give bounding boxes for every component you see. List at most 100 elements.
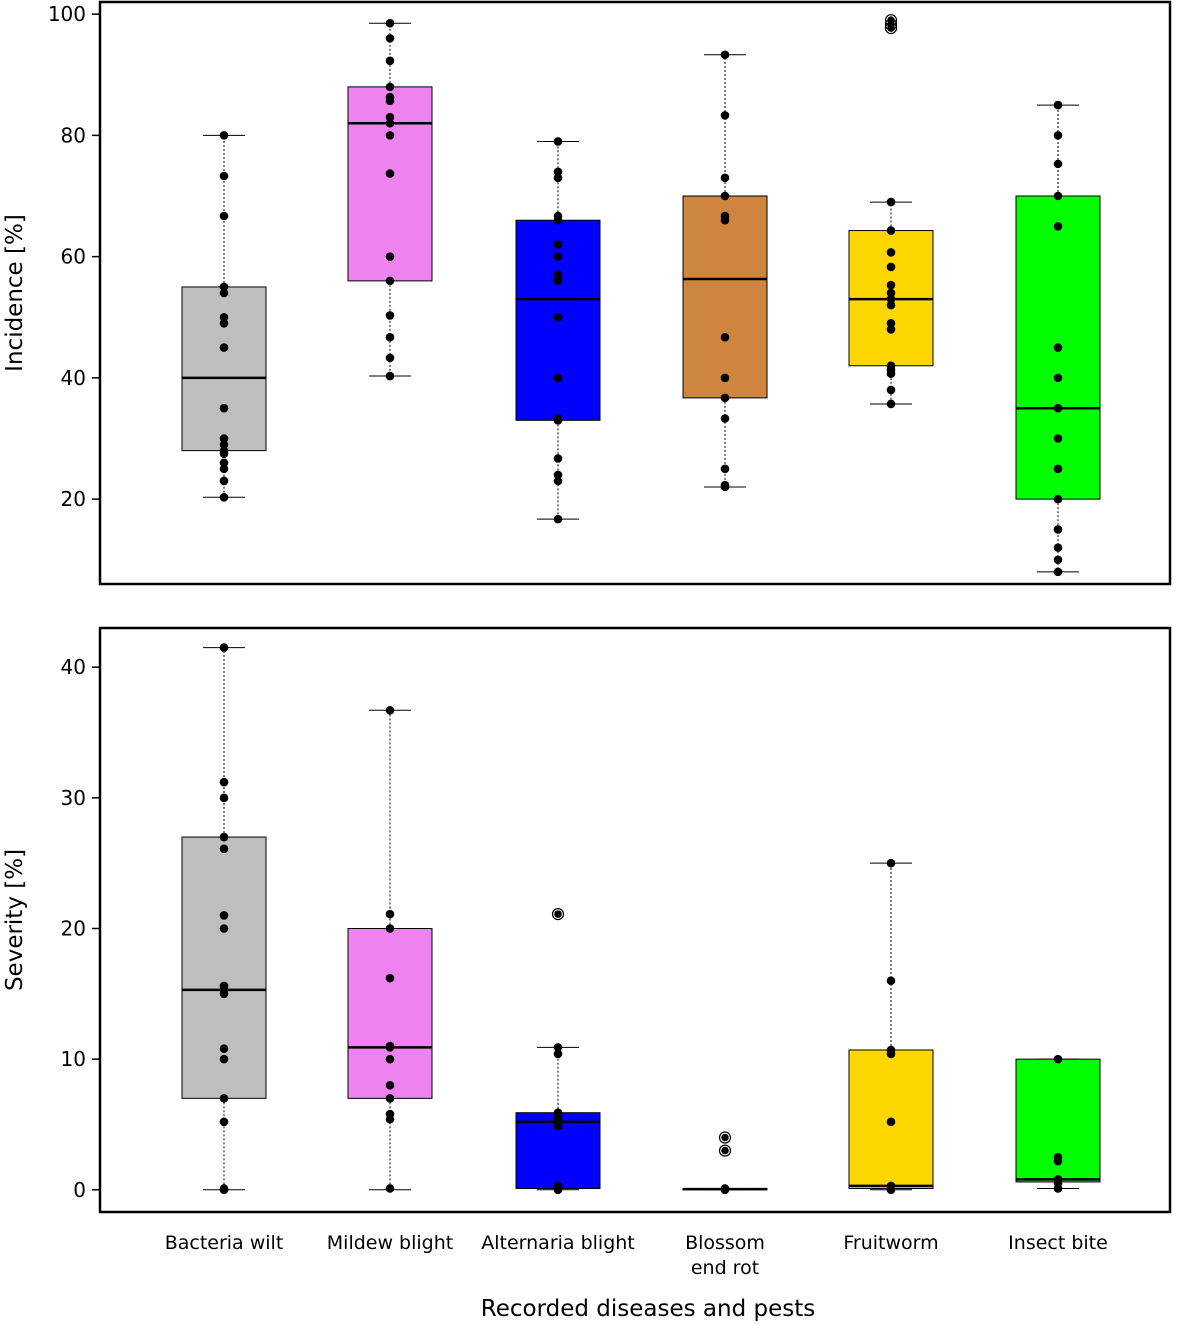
data-point: [553, 276, 563, 286]
data-point: [219, 1185, 229, 1195]
data-point: [553, 454, 563, 463]
category-label: Mildew blight: [327, 1232, 453, 1254]
box-group: [181, 131, 267, 502]
data-point: [886, 248, 896, 257]
y-tick-label: 10: [61, 1047, 86, 1071]
data-point: [219, 832, 229, 842]
data-point: [553, 514, 563, 524]
box: [181, 836, 267, 1099]
data-point: [553, 173, 563, 183]
data-point: [219, 211, 229, 221]
data-point: [553, 1121, 563, 1131]
data-point: [886, 197, 896, 207]
incidence-panel: 20 40 60 80 100 Incidence [%]: [2, 0, 1172, 586]
box-group: [515, 908, 601, 1195]
box-group: [682, 1131, 768, 1195]
data-point: [720, 1185, 730, 1195]
data-point: [1053, 373, 1063, 383]
box-group: [848, 14, 934, 409]
data-point: [1053, 343, 1063, 352]
data-point: [553, 470, 563, 480]
outlier-point: [721, 1146, 729, 1155]
outlier-point: [721, 1133, 729, 1142]
category-label-line2: end rot: [691, 1257, 759, 1279]
box: [347, 927, 433, 1099]
data-point: [1053, 567, 1063, 577]
data-point: [886, 858, 896, 868]
data-point: [219, 1094, 229, 1103]
y-axis-title: Incidence [%]: [2, 214, 28, 372]
data-point: [385, 311, 395, 320]
data-point: [886, 280, 896, 290]
y-tick-label: 40: [61, 366, 86, 390]
data-point: [385, 353, 395, 363]
data-point: [886, 1049, 896, 1059]
box-group: [181, 643, 267, 1195]
data-point: [886, 976, 896, 986]
data-point: [1053, 525, 1063, 534]
y-tick-label: 100: [48, 2, 86, 26]
data-point: [553, 1185, 563, 1195]
data-point: [886, 294, 896, 304]
data-point: [385, 131, 395, 140]
data-point: [385, 169, 395, 178]
data-point: [1053, 494, 1063, 504]
data-point: [219, 403, 229, 413]
data-point: [385, 96, 395, 106]
data-point: [720, 482, 730, 492]
data-point: [385, 1054, 395, 1064]
data-point: [553, 1049, 563, 1059]
data-point: [1053, 1054, 1063, 1064]
data-point: [219, 1054, 229, 1064]
data-point: [385, 973, 395, 983]
data-point: [219, 288, 229, 298]
data-point: [385, 332, 395, 342]
data-point: [1053, 543, 1063, 552]
category-label: Fruitworm: [843, 1232, 938, 1254]
data-point: [1053, 434, 1063, 443]
data-point: [886, 1185, 896, 1195]
data-point: [219, 777, 229, 787]
data-point: [720, 393, 730, 403]
plot-frame: [98, 0, 1172, 586]
data-point: [1053, 131, 1063, 140]
data-point: [219, 131, 229, 140]
box: [682, 195, 768, 399]
data-point: [219, 476, 229, 486]
data-point: [886, 385, 896, 395]
outlier-ring: [718, 1131, 732, 1144]
plot-frame: [98, 626, 1172, 1214]
data-point: [886, 226, 896, 235]
data-point: [219, 793, 229, 803]
data-point: [385, 1080, 395, 1090]
box-group: [347, 706, 433, 1193]
data-point: [720, 464, 730, 474]
severity-panel: 0 10 20 30 40 Severity [%]: [2, 626, 1172, 1214]
category-label: Alternaria blight: [481, 1232, 635, 1254]
data-point: [553, 252, 563, 261]
data-point: [1053, 191, 1063, 201]
y-tick-label: 60: [61, 245, 86, 269]
data-point: [219, 844, 229, 854]
data-point: [886, 1117, 896, 1127]
data-point: [1053, 403, 1063, 413]
data-point: [1053, 555, 1063, 565]
data-point: [385, 1184, 395, 1193]
data-point: [720, 373, 730, 383]
data-point: [720, 332, 730, 342]
data-point: [219, 343, 229, 352]
box: [181, 286, 267, 452]
outlier-ring: [551, 908, 565, 921]
y-tick-label: 20: [61, 916, 86, 940]
category-labels: Bacteria wilt Mildew blight Alternaria bli…: [165, 1232, 1108, 1279]
data-point: [219, 1117, 229, 1127]
box-group: [848, 858, 934, 1195]
data-point: [385, 1043, 395, 1052]
data-point: [720, 111, 730, 120]
data-point: [886, 262, 896, 272]
data-point: [886, 288, 896, 298]
data-point: [720, 414, 730, 423]
data-point: [720, 191, 730, 201]
box-group: [515, 137, 601, 524]
